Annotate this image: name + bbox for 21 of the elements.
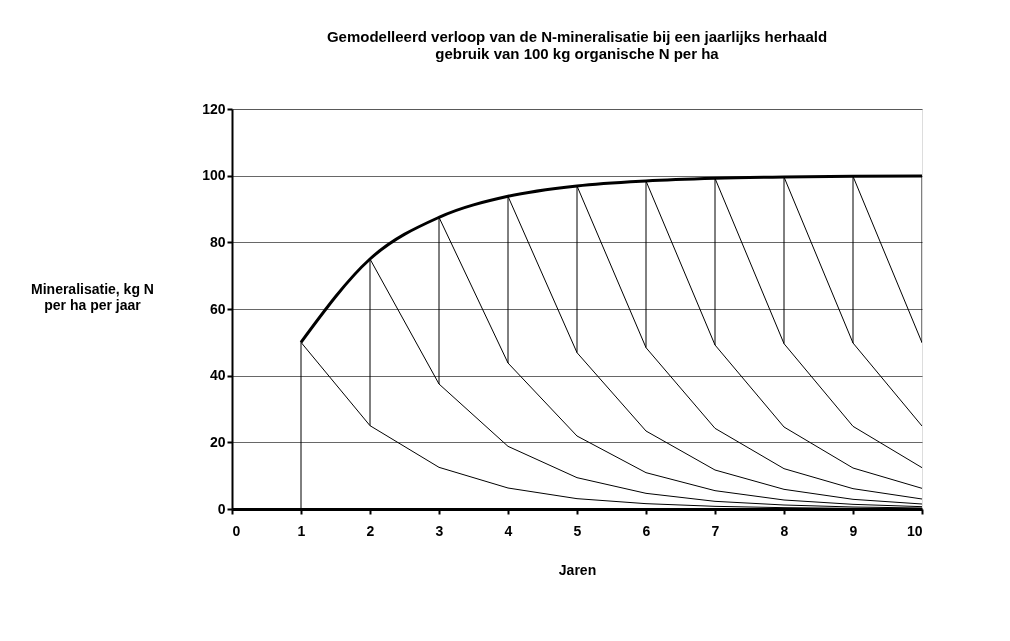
- x-axis-title: Jaren: [558, 561, 597, 578]
- x-tick-label: 1: [297, 522, 306, 539]
- chart-title: Gemodelleerd verloop van de N-mineralisatie bij een jaarlijks herhaald gebruik van 100 kg organische N per ha: [326, 28, 828, 62]
- x-tick-label: 3: [435, 522, 444, 539]
- y-tick-label: 100: [202, 167, 226, 184]
- x-tick-label: 2: [366, 522, 375, 539]
- y-tick-label: 0: [217, 500, 226, 517]
- y-tick-label: 80: [209, 233, 226, 250]
- x-tick-label: 10: [906, 522, 923, 539]
- y-tick-label: 20: [209, 433, 226, 450]
- y-tick-label: 120: [202, 100, 226, 117]
- y-tick-label: 40: [209, 367, 226, 384]
- x-tick-label: 7: [711, 522, 720, 539]
- x-tick-label: 5: [573, 522, 582, 539]
- x-tick-label: 6: [642, 522, 651, 539]
- x-tick-label: 9: [849, 522, 858, 539]
- y-axis-title: Mineralisatie, kg N per ha per jaar: [31, 280, 154, 313]
- x-tick-label: 0: [232, 522, 241, 539]
- y-tick-label: 60: [209, 300, 226, 317]
- x-tick-label: 8: [780, 522, 789, 539]
- x-tick-label: 4: [504, 522, 513, 539]
